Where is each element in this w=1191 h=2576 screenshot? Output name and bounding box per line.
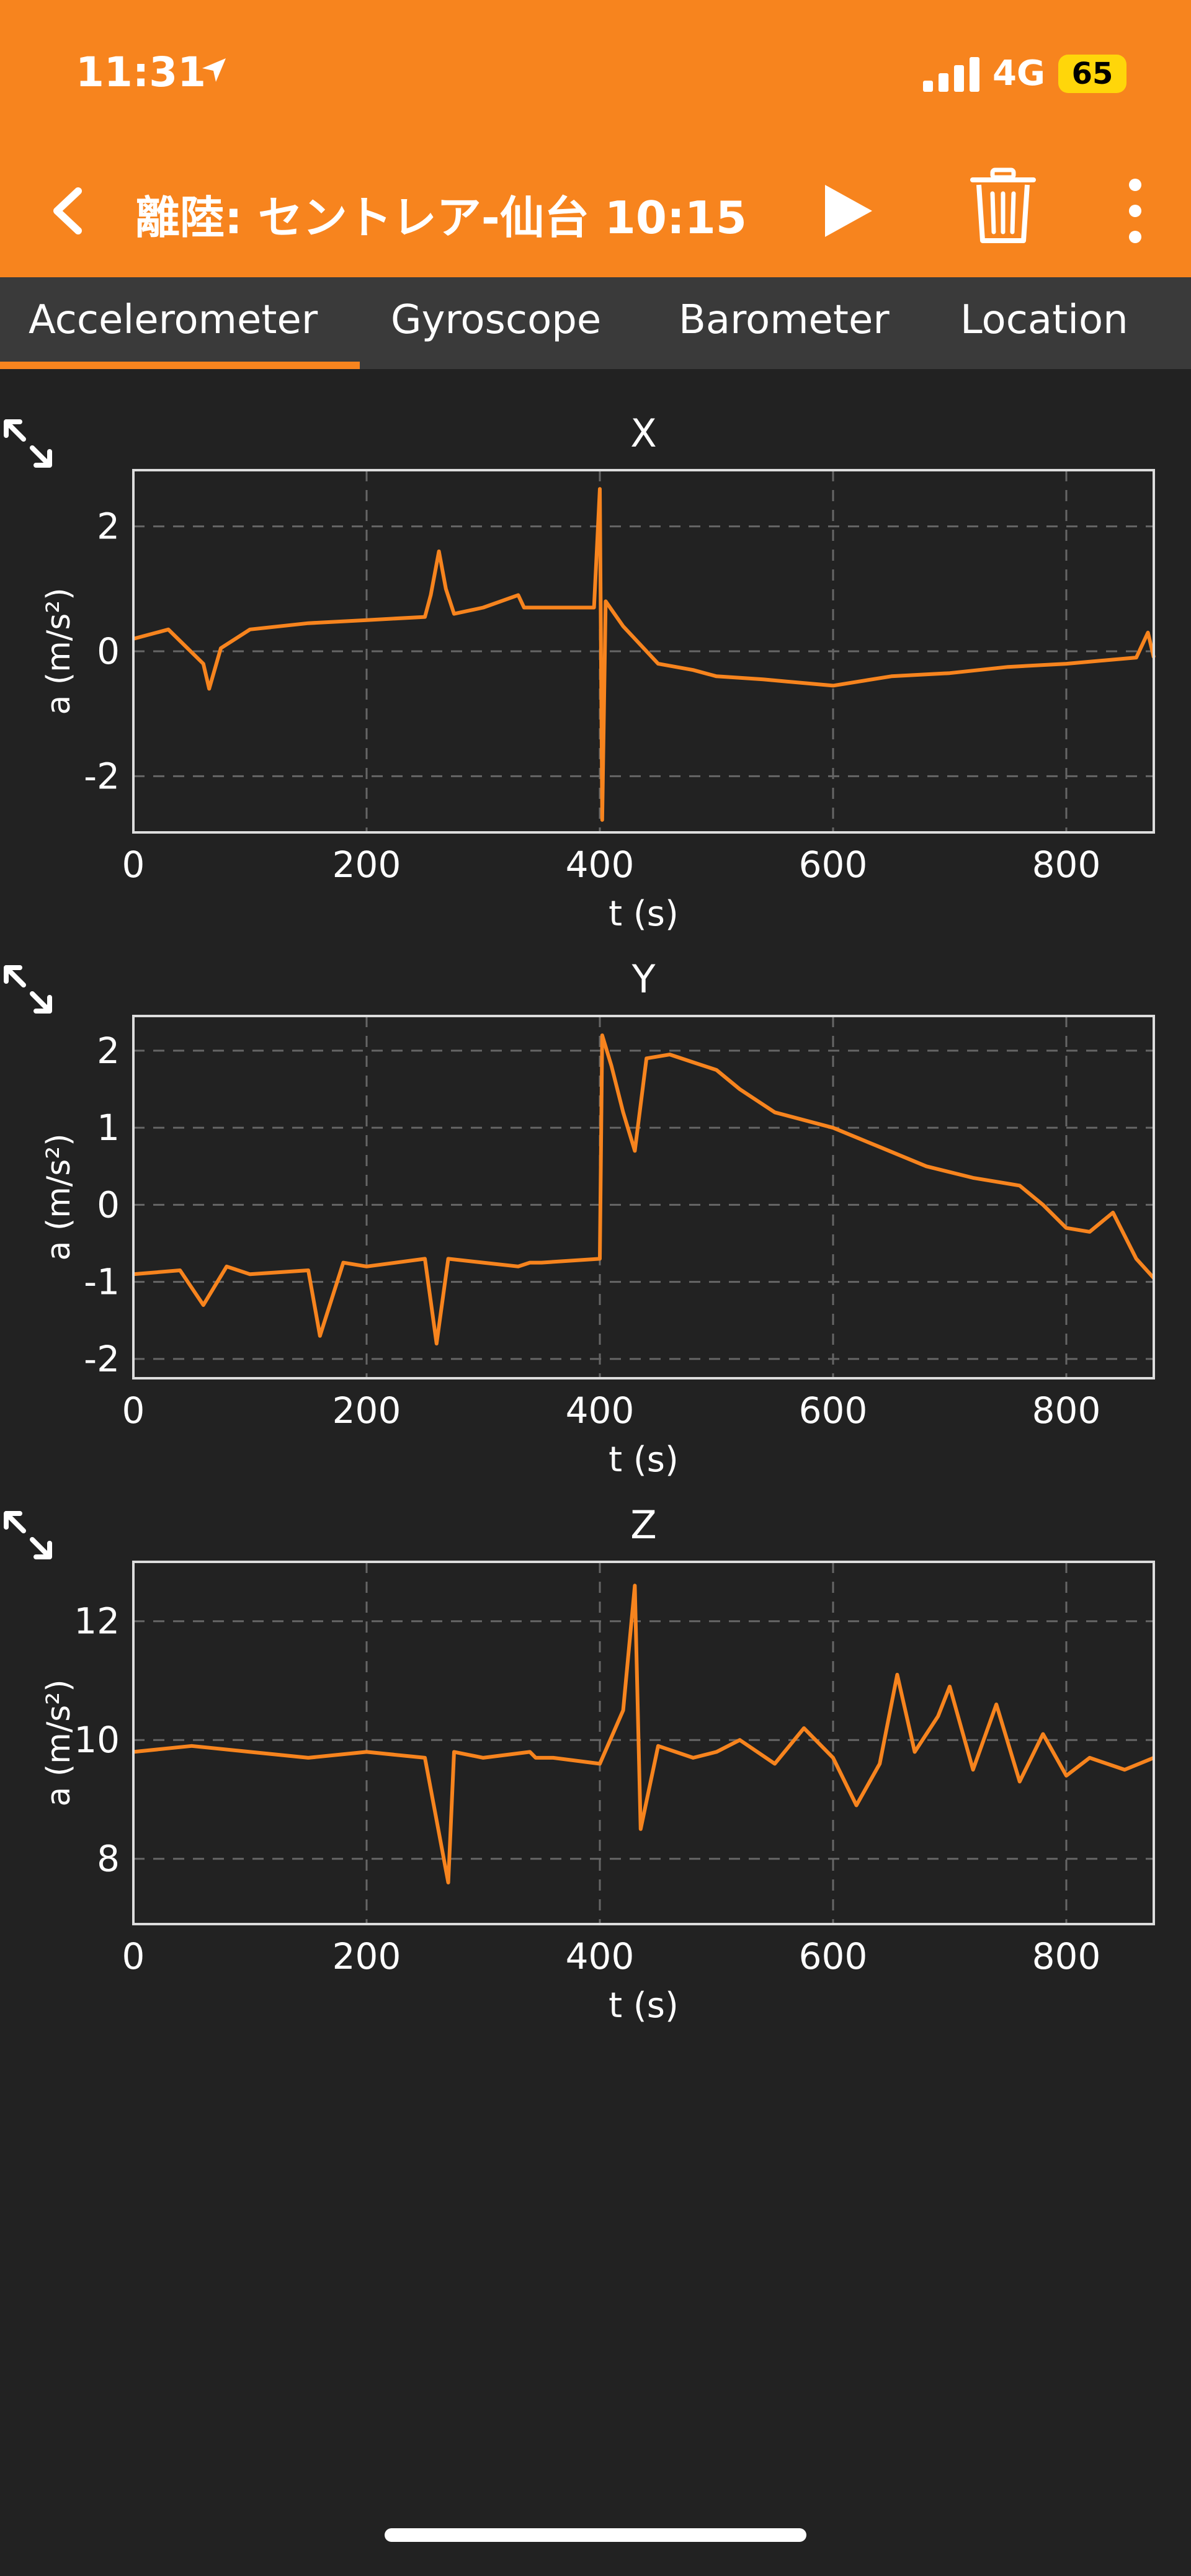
chart-x-axis: X 0 200 400 600 800 -2 0 2 t (s) a (m/s²): [0, 397, 1191, 930]
y-tick-label: -1: [84, 1261, 120, 1303]
home-indicator[interactable]: [385, 2528, 806, 2542]
plot-frame: [132, 469, 1155, 834]
expand-chart-icon[interactable]: [0, 1507, 56, 1563]
more-vertical-icon[interactable]: [1117, 174, 1154, 248]
y-tick-label: 10: [74, 1719, 120, 1761]
tab-location[interactable]: Location: [960, 297, 1128, 343]
y-axis-label: a (m/s²): [40, 1133, 78, 1260]
x-tick-label: 800: [1032, 1935, 1101, 1977]
back-chevron-icon[interactable]: [43, 180, 93, 242]
expand-chart-icon[interactable]: [0, 961, 56, 1017]
x-tick-label: 800: [1032, 1389, 1101, 1432]
x-axis-label: t (s): [609, 1440, 679, 1476]
chart-z-plot: Z 0 200 400 600 800 8 10 12 t (s) a (m/s²): [40, 1502, 1155, 2022]
status-time: 11:31: [76, 48, 207, 96]
header: 11:31 4G 65 離陸: セントレア-仙台 10:15: [0, 0, 1191, 277]
x-tick-label: 400: [566, 1389, 635, 1432]
chart-y-plot: Y 0 200 400 600 800 -2 -1 0 1 2 t (s) a (m/s²): [40, 956, 1156, 1476]
x-tick-label: 600: [799, 1935, 868, 1977]
sensor-tabs: Accelerometer Gyroscope Barometer Locati…: [0, 277, 1191, 369]
plot-frame: [132, 1561, 1155, 1925]
y-axis-label: a (m/s²): [40, 587, 78, 715]
signal-bars-icon: [923, 57, 979, 92]
chart-z-axis: Z 0 200 400 600 800 8 10 12 t (s) a (m/s²): [0, 1489, 1191, 2022]
location-arrow-icon: [202, 58, 226, 82]
y-axis-label: a (m/s²): [40, 1679, 78, 1806]
x-tick-label: 200: [332, 844, 401, 886]
network-type: 4G: [993, 53, 1045, 94]
battery-badge: 65: [1058, 55, 1126, 93]
x-tick-label: 600: [799, 1389, 868, 1432]
x-tick-label: 800: [1032, 844, 1101, 886]
chart-x-plot: X 0 200 400 600 800 -2 0 2 t (s) a (m/s²): [40, 411, 1156, 930]
series-line: [133, 487, 1156, 822]
y-tick-label: 12: [74, 1600, 120, 1642]
x-tick-label: 400: [566, 1935, 635, 1977]
x-tick-label: 200: [332, 1389, 401, 1432]
chart-title: X: [630, 411, 656, 456]
x-axis-label: t (s): [609, 1985, 679, 2022]
x-tick-label: 600: [799, 844, 868, 886]
series-line: [133, 1033, 1156, 1346]
tab-gyroscope[interactable]: Gyroscope: [391, 297, 602, 343]
chart-title: Z: [630, 1502, 656, 1548]
series-line: [133, 1584, 1155, 1884]
y-tick-label: -2: [84, 755, 120, 797]
y-tick-label: -2: [84, 1338, 120, 1380]
x-tick-label: 0: [122, 844, 145, 886]
trash-icon[interactable]: [969, 167, 1037, 245]
y-tick-label: 1: [97, 1107, 120, 1149]
recording-title: 離陸: セントレア-仙台 10:15: [135, 192, 747, 244]
x-axis-label: t (s): [609, 894, 679, 930]
play-icon[interactable]: [816, 180, 878, 242]
plot-frame: [132, 1015, 1155, 1379]
chart-title: Y: [631, 956, 656, 1002]
chart-y-axis: Y 0 200 400 600 800 -2 -1 0 1 2 t (s) a (m/s²): [0, 943, 1191, 1476]
y-tick-label: 2: [97, 506, 120, 548]
x-tick-label: 200: [332, 1935, 401, 1977]
tab-barometer[interactable]: Barometer: [679, 297, 890, 343]
expand-chart-icon[interactable]: [0, 416, 56, 471]
x-tick-label: 0: [122, 1935, 145, 1977]
y-tick-label: 0: [97, 630, 120, 672]
y-tick-label: 2: [97, 1030, 120, 1072]
y-tick-label: 0: [97, 1183, 120, 1226]
x-tick-label: 0: [122, 1389, 145, 1432]
tab-selected-indicator: [0, 362, 360, 369]
y-tick-label: 8: [97, 1838, 120, 1880]
tab-accelerometer[interactable]: Accelerometer: [29, 297, 318, 343]
x-tick-label: 400: [566, 844, 635, 886]
